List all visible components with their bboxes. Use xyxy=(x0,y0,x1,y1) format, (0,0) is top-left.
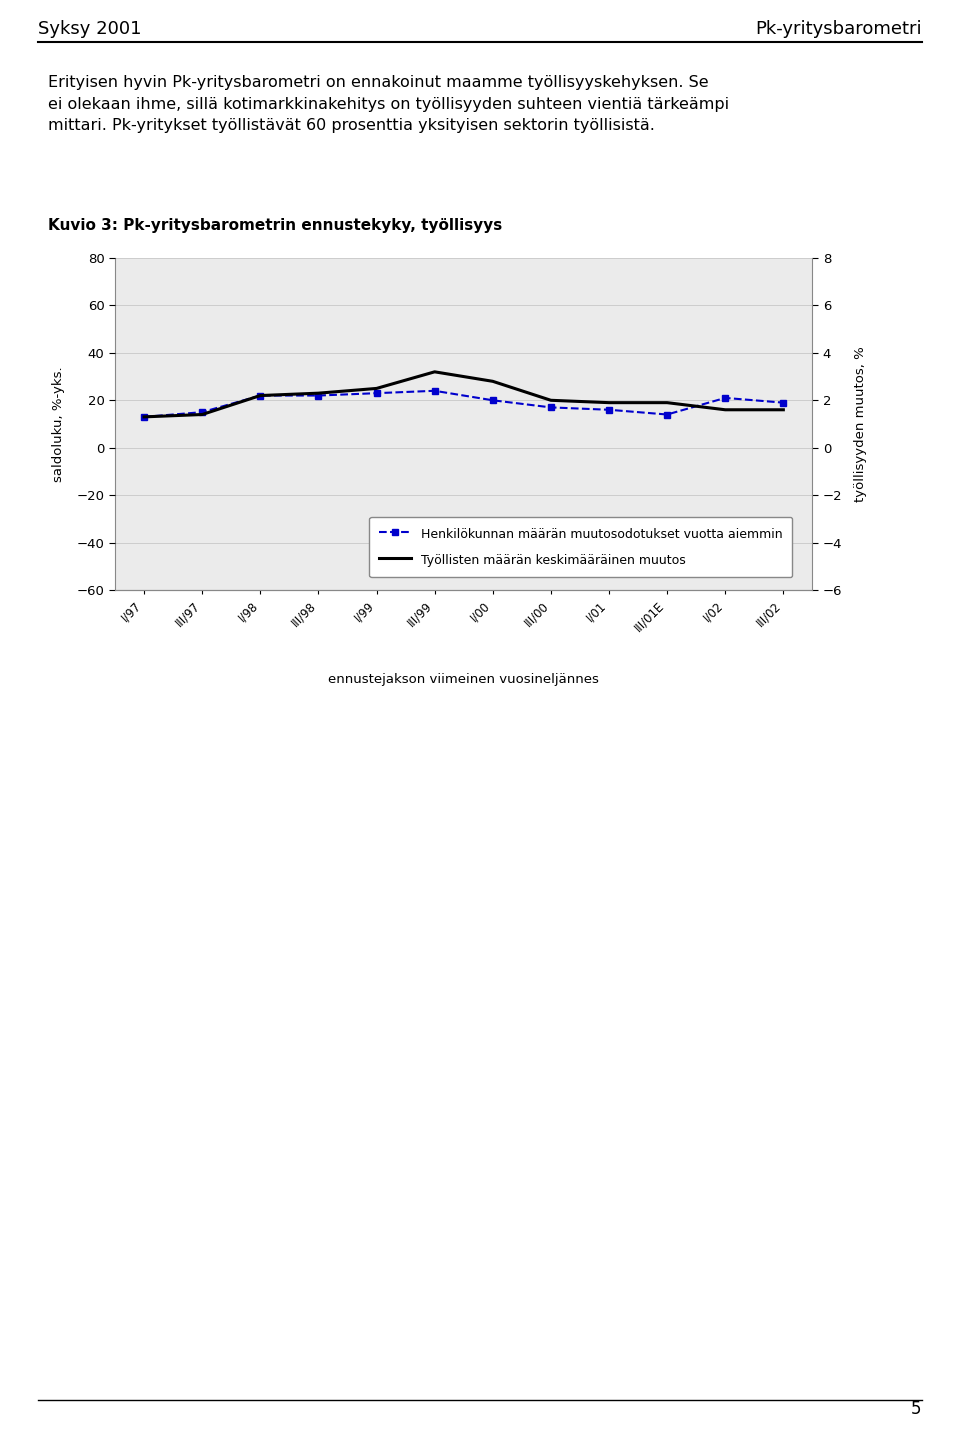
Text: Erityisen hyvin Pk-yritysbarometri on ennakoinut maamme työllisyyskehyksen. Se
e: Erityisen hyvin Pk-yritysbarometri on en… xyxy=(48,75,730,133)
Henkilökunnan määrän muutosodotukset vuotta aiemmin xyxy=(719,390,731,407)
Text: Syksy 2001: Syksy 2001 xyxy=(38,20,142,38)
Henkilökunnan määrän muutosodotukset vuotta aiemmin xyxy=(313,387,324,404)
Henkilökunnan määrän muutosodotukset vuotta aiemmin xyxy=(197,403,208,420)
Y-axis label: työllisyyden muutos, %: työllisyyden muutos, % xyxy=(853,347,867,503)
Henkilökunnan määrän muutosodotukset vuotta aiemmin xyxy=(254,387,266,404)
Henkilökunnan määrän muutosodotukset vuotta aiemmin xyxy=(487,391,498,409)
Työllisten määrän keskimääräinen muutos xyxy=(487,373,498,390)
Henkilökunnan määrän muutosodotukset vuotta aiemmin xyxy=(545,399,557,416)
Työllisten määrän keskimääräinen muutos xyxy=(429,362,441,380)
Henkilökunnan määrän muutosodotukset vuotta aiemmin xyxy=(138,409,150,426)
Työllisten määrän keskimääräinen muutos xyxy=(719,401,731,419)
Työllisten määrän keskimääräinen muutos xyxy=(778,401,789,419)
Työllisten määrän keskimääräinen muutos xyxy=(254,387,266,404)
Y-axis label: saldoluku, %-yks.: saldoluku, %-yks. xyxy=(53,367,65,482)
Henkilökunnan määrän muutosodotukset vuotta aiemmin xyxy=(429,383,441,400)
Henkilökunnan määrän muutosodotukset vuotta aiemmin xyxy=(778,394,789,412)
Työllisten määrän keskimääräinen muutos xyxy=(545,391,557,409)
Työllisten määrän keskimääräinen muutos xyxy=(313,384,324,401)
Text: 5: 5 xyxy=(911,1401,922,1418)
Text: Kuvio 3: Pk-yritysbarometrin ennustekyky, työllisyys: Kuvio 3: Pk-yritysbarometrin ennustekyky… xyxy=(48,218,502,232)
Legend: Henkilökunnan määrän muutosodotukset vuotta aiemmin, Työllisten määrän keskimäär: Henkilökunnan määrän muutosodotukset vuo… xyxy=(370,517,792,578)
Line: Työllisten määrän keskimääräinen muutos: Työllisten määrän keskimääräinen muutos xyxy=(144,371,783,417)
Text: Pk-yritysbarometri: Pk-yritysbarometri xyxy=(755,20,922,38)
Henkilökunnan määrän muutosodotukset vuotta aiemmin xyxy=(661,406,673,423)
Työllisten määrän keskimääräinen muutos xyxy=(138,409,150,426)
Henkilökunnan määrän muutosodotukset vuotta aiemmin xyxy=(603,401,614,419)
Henkilökunnan määrän muutosodotukset vuotta aiemmin xyxy=(371,384,382,401)
Työllisten määrän keskimääräinen muutos xyxy=(371,380,382,397)
Line: Henkilökunnan määrän muutosodotukset vuotta aiemmin: Henkilökunnan määrän muutosodotukset vuo… xyxy=(141,387,786,420)
X-axis label: ennustejakson viimeinen vuosineljännes: ennustejakson viimeinen vuosineljännes xyxy=(328,673,599,686)
Työllisten määrän keskimääräinen muutos xyxy=(661,394,673,412)
Työllisten määrän keskimääräinen muutos xyxy=(603,394,614,412)
Työllisten määrän keskimääräinen muutos xyxy=(197,406,208,423)
